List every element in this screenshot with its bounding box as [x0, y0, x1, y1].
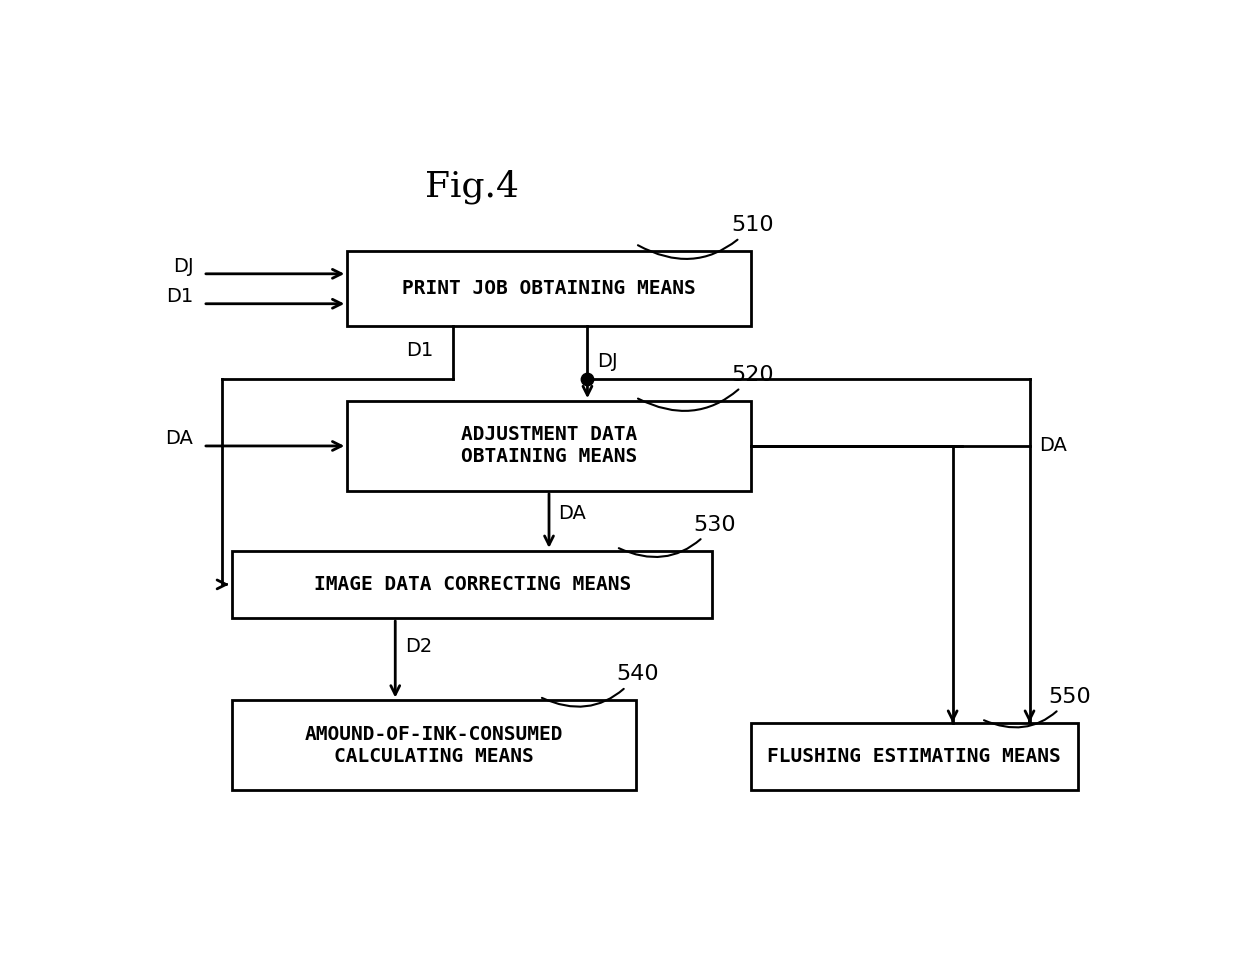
Text: DJ: DJ: [172, 257, 193, 276]
Text: PRINT JOB OBTAINING MEANS: PRINT JOB OBTAINING MEANS: [402, 279, 696, 298]
Text: FLUSHING ESTIMATING MEANS: FLUSHING ESTIMATING MEANS: [768, 747, 1061, 766]
Text: Fig.4: Fig.4: [425, 169, 520, 203]
Text: DA: DA: [166, 429, 193, 448]
Text: 540: 540: [542, 664, 658, 707]
Text: IMAGE DATA CORRECTING MEANS: IMAGE DATA CORRECTING MEANS: [314, 574, 631, 594]
Text: 520: 520: [637, 364, 774, 411]
Bar: [347, 401, 751, 491]
Text: DA: DA: [559, 503, 587, 523]
Text: ADJUSTMENT DATA
OBTAINING MEANS: ADJUSTMENT DATA OBTAINING MEANS: [461, 426, 637, 467]
Bar: [347, 252, 751, 327]
Bar: [232, 551, 712, 618]
Text: AMOUND-OF-INK-CONSUMED
CALCULATING MEANS: AMOUND-OF-INK-CONSUMED CALCULATING MEANS: [305, 725, 563, 766]
Text: DJ: DJ: [596, 352, 618, 371]
Text: 510: 510: [637, 215, 774, 259]
Bar: [232, 701, 635, 790]
Text: 530: 530: [619, 514, 735, 557]
Text: D1: D1: [407, 341, 434, 361]
Text: D2: D2: [404, 637, 432, 656]
Point: [578, 370, 598, 386]
Text: DA: DA: [1039, 436, 1066, 456]
Text: 550: 550: [985, 686, 1091, 727]
Bar: [751, 723, 1078, 790]
Text: D1: D1: [166, 287, 193, 306]
